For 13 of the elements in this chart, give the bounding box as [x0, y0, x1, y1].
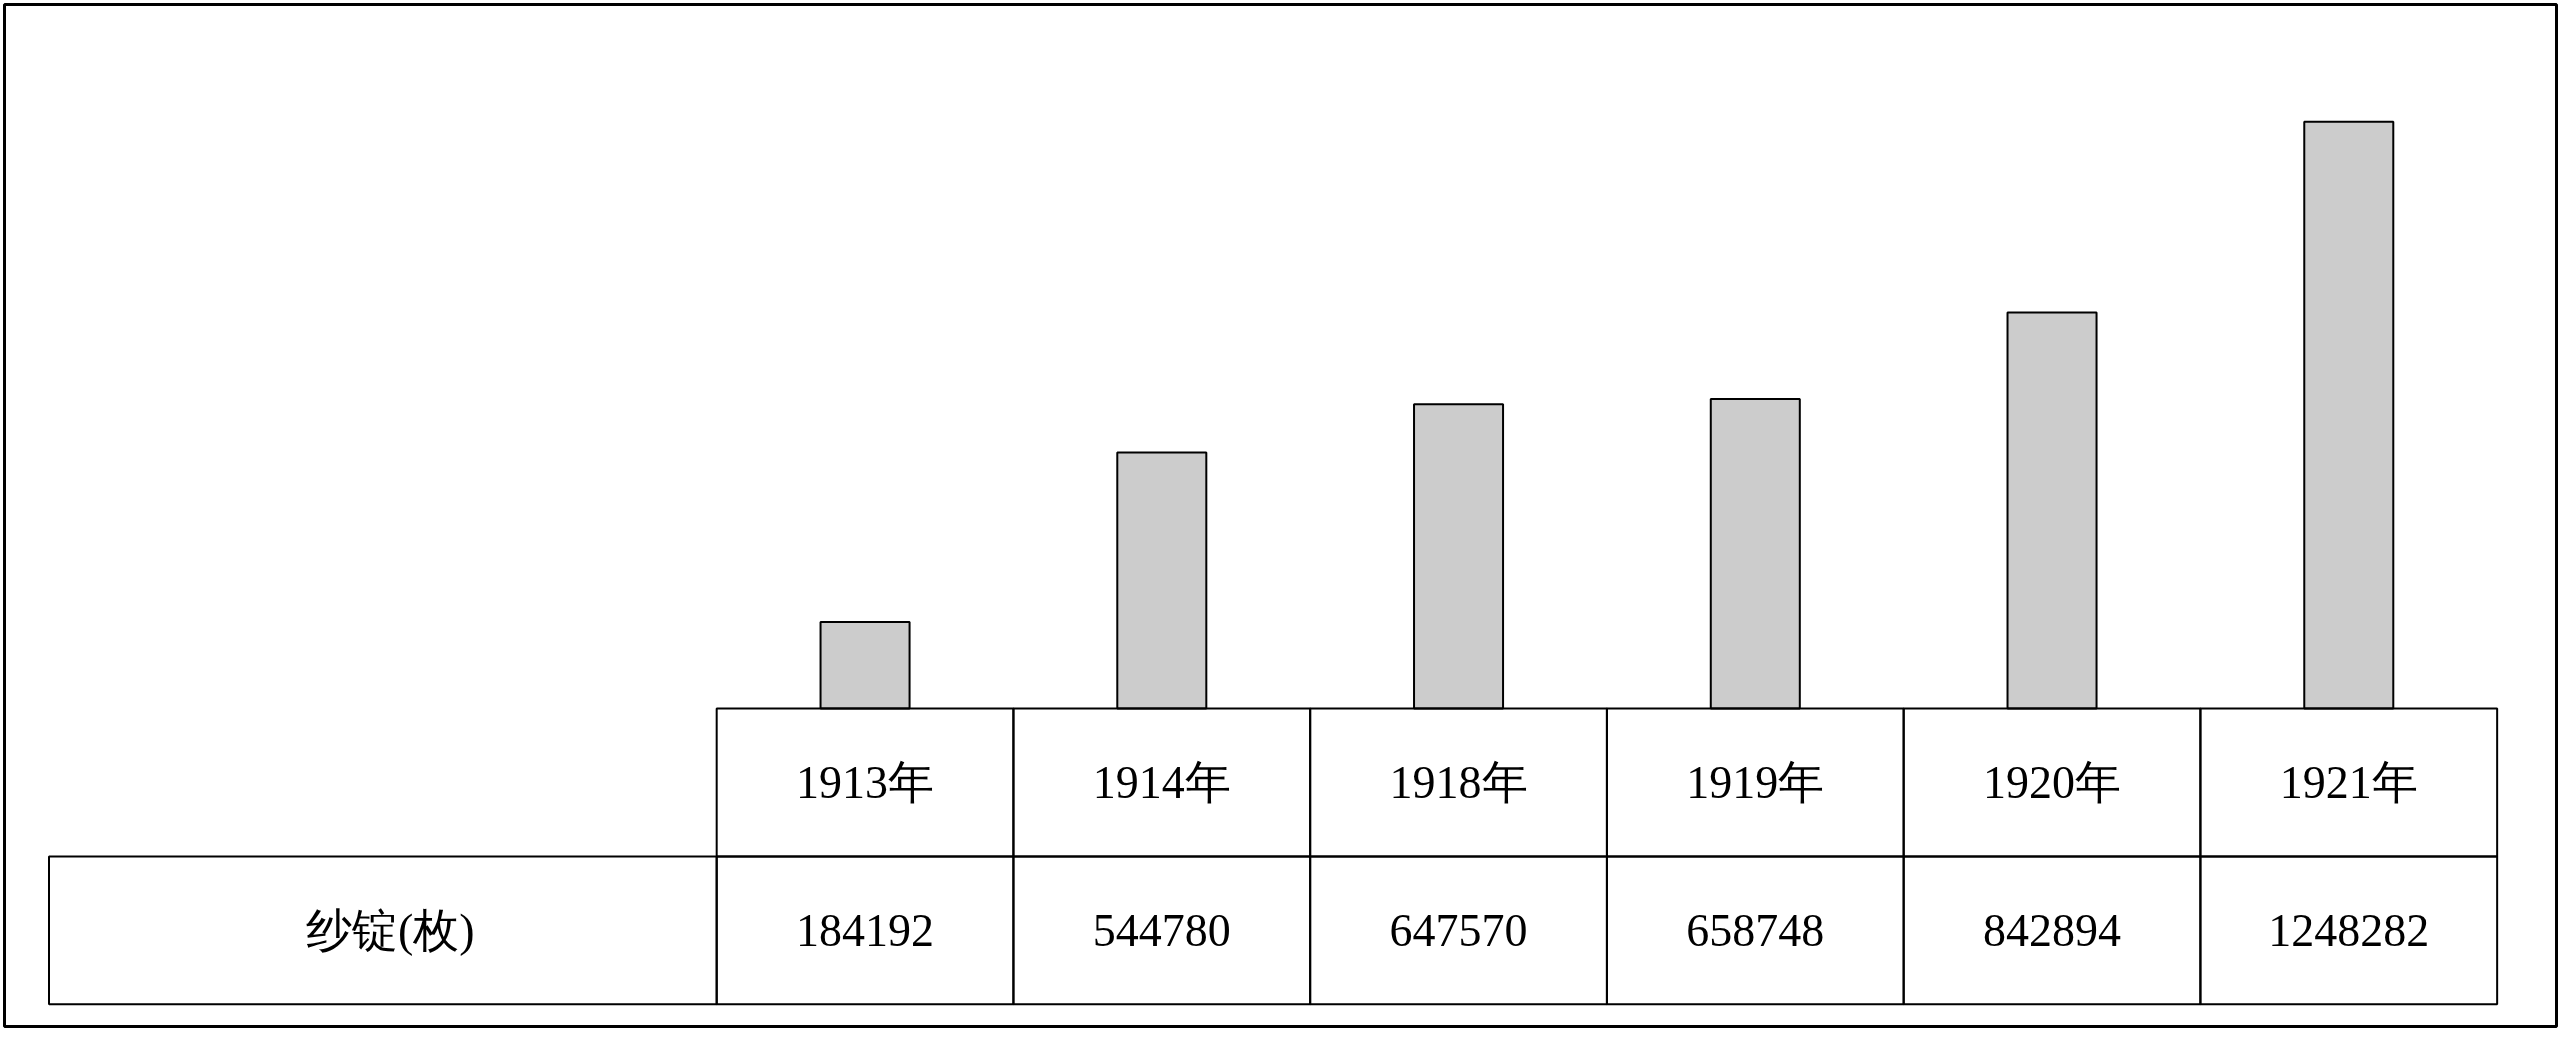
x-tick-label: 1914年: [1092, 757, 1231, 809]
x-tick-label: 1920年: [1983, 757, 2122, 809]
data-label: 184192: [796, 904, 935, 956]
x-tick-label: 1919年: [1686, 757, 1825, 809]
x-tick-label: 1913年: [796, 757, 935, 809]
data-label: 1248282: [2268, 904, 2430, 956]
x-tick-label: 1921年: [2279, 757, 2418, 809]
x-tick-label: 1918年: [1389, 757, 1528, 809]
data-label: 658748: [1686, 904, 1825, 956]
data-label: 647570: [1389, 904, 1528, 956]
data-label: 544780: [1092, 904, 1231, 956]
data-label: 842894: [1983, 904, 2122, 956]
text: 纱锭(枚): [305, 904, 475, 956]
